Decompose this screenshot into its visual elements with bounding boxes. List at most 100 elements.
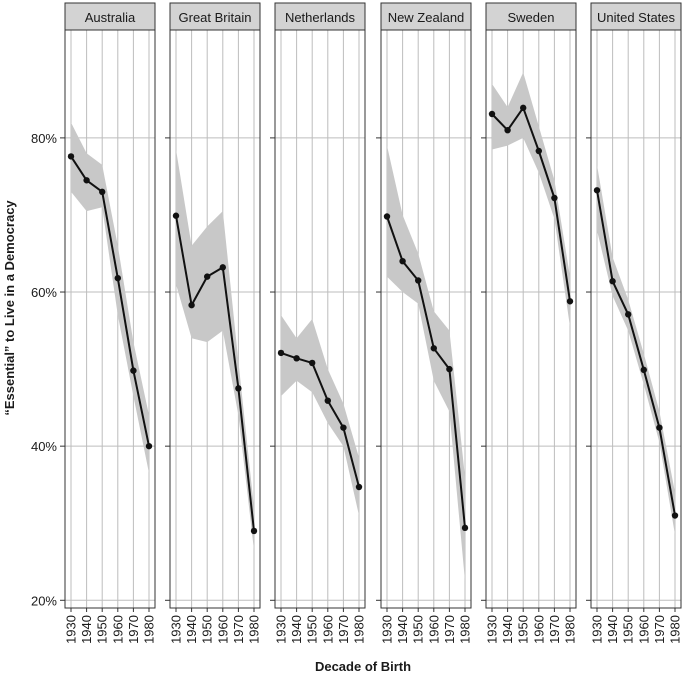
series-line — [596, 190, 676, 516]
data-point — [114, 274, 122, 282]
x-tick-label: 1940 — [395, 615, 410, 644]
confidence-band — [387, 145, 465, 581]
data-point — [593, 187, 601, 194]
y-tick-label: 20% — [31, 593, 57, 608]
facet-strip — [64, 2, 156, 31]
y-axis: 20% 40% 60% 80% — [31, 131, 65, 608]
data-point — [609, 278, 616, 285]
x-tick-label: 1940 — [605, 615, 620, 644]
facet-strip — [169, 2, 261, 31]
data-point — [324, 397, 331, 404]
x-tick-label: 1940 — [500, 615, 515, 644]
series-line — [491, 106, 571, 302]
panel-background — [274, 29, 366, 609]
data-point — [551, 194, 558, 202]
facet-title: New Zealand — [388, 10, 465, 25]
x-tick-label: 1970 — [547, 615, 562, 644]
data-point — [430, 345, 437, 352]
data-point — [566, 298, 574, 305]
x-tick-label: 1980 — [668, 615, 683, 644]
panel-united-states: United States 1930 1940 1950 1960 1970 1980 — [586, 2, 683, 644]
facet-strip — [380, 2, 472, 31]
facet-title: United States — [597, 10, 676, 25]
x-tick-label: 1970 — [336, 615, 351, 644]
data-point — [504, 126, 511, 134]
data-point — [277, 349, 285, 357]
x-tick-label: 1930 — [380, 615, 395, 644]
data-point — [535, 147, 542, 155]
series-line — [70, 155, 150, 447]
confidence-band — [71, 122, 149, 474]
x-tick-label: 1950 — [305, 615, 320, 644]
x-tick-label: 1940 — [79, 615, 94, 644]
data-point — [83, 177, 90, 184]
panel-sweden: Sweden 1930 1940 1950 1960 1970 1980 — [481, 2, 578, 644]
data-point — [399, 258, 406, 265]
data-point — [293, 355, 300, 362]
panel-australia: Australia 1930 1940 1950 1960 1970 1980 — [64, 2, 157, 644]
x-tick-label: 1940 — [289, 615, 304, 644]
x-tick-label: 1950 — [411, 615, 426, 644]
x-tick-label: 1980 — [247, 615, 262, 644]
x-tick-label: 1970 — [652, 615, 667, 644]
data-point — [219, 264, 226, 271]
data-point — [309, 359, 316, 367]
y-tick-label: 40% — [31, 439, 57, 454]
panel-background — [590, 29, 682, 609]
confidence-band — [597, 164, 675, 535]
data-point — [640, 366, 647, 374]
panel-new-zealand: New Zealand 1930 1940 1950 1960 1970 1980 — [376, 2, 473, 644]
confidence-band — [176, 149, 254, 551]
data-point — [340, 424, 347, 431]
panel-great-britain: Great Britain 1930 1940 1950 1960 1970 1980 — [165, 2, 262, 644]
x-tick-label: 1930 — [590, 615, 605, 644]
series-line — [175, 215, 255, 532]
facet-title: Australia — [85, 10, 136, 25]
x-tick-label: 1960 — [636, 615, 651, 644]
data-point — [130, 367, 137, 374]
x-tick-label: 1970 — [231, 615, 246, 644]
data-point — [235, 385, 242, 392]
x-tick-label: 1950 — [200, 615, 215, 644]
x-tick-label: 1960 — [215, 615, 230, 644]
x-tick-label: 1970 — [442, 615, 457, 644]
x-tick-label: 1970 — [126, 615, 141, 644]
x-tick-label: 1960 — [320, 615, 335, 644]
facet-title: Great Britain — [179, 10, 252, 25]
facet-title: Sweden — [508, 10, 555, 25]
facet-strip — [590, 2, 682, 31]
data-point — [67, 153, 75, 160]
data-point — [671, 512, 679, 519]
data-point — [383, 213, 391, 220]
data-point — [204, 273, 211, 280]
data-point — [625, 311, 632, 318]
facet-title: Netherlands — [285, 10, 356, 25]
x-tick-label: 1980 — [563, 615, 578, 644]
confidence-band — [492, 72, 570, 327]
x-tick-label: 1930 — [274, 615, 289, 644]
x-tick-label: 1980 — [352, 615, 367, 644]
panel-netherlands: Netherlands 1930 1940 1950 1960 1970 1980 — [270, 2, 367, 644]
x-tick-label: 1950 — [621, 615, 636, 644]
x-tick-label: 1950 — [516, 615, 531, 644]
x-tick-label: 1930 — [169, 615, 184, 644]
y-tick-label: 80% — [31, 131, 57, 146]
series-line — [386, 216, 466, 528]
facet-strip — [485, 2, 577, 31]
data-point — [99, 188, 106, 196]
data-point — [656, 424, 663, 431]
data-point — [446, 365, 453, 373]
data-point — [415, 277, 422, 284]
x-tick-label: 1980 — [142, 615, 157, 644]
confidence-band — [281, 315, 359, 516]
facet-strip — [274, 2, 366, 31]
data-point — [172, 212, 180, 219]
x-axis-title: Decade of Birth — [315, 659, 411, 674]
data-point — [461, 524, 469, 532]
x-tick-label: 1960 — [110, 615, 125, 644]
panel-background — [64, 29, 156, 609]
data-point — [520, 104, 527, 112]
x-tick-label: 1960 — [426, 615, 441, 644]
